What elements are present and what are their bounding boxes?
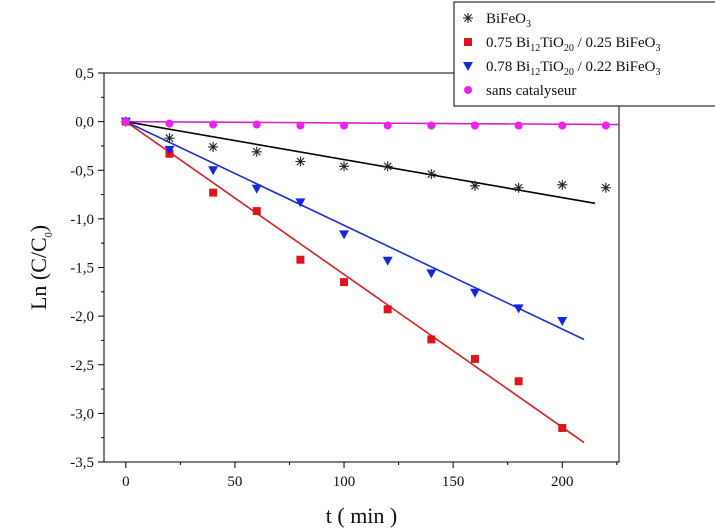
point-bfo (382, 161, 393, 172)
point-bfo (339, 161, 350, 172)
point-bfo (164, 133, 175, 144)
point-b78 (426, 269, 437, 279)
point-bfo (557, 179, 568, 190)
point-b75 (252, 207, 261, 216)
y-tick-label: -1,0 (70, 212, 94, 228)
point-sans (209, 120, 218, 129)
point-b78 (513, 304, 524, 314)
y-tick-label: -3,5 (70, 455, 94, 471)
y-axis-label-main: Ln (C/C (26, 237, 51, 310)
legend-entry-b78: 0.78 Bi12TiO20 / 0.22 BiFeO3 (486, 59, 661, 78)
point-b78 (295, 198, 306, 208)
point-sans (470, 121, 479, 130)
y-tick-label: -1,5 (70, 261, 94, 277)
y-tick-label: -2,5 (70, 358, 94, 374)
legend-entry-sans: sans catalyseur (486, 83, 576, 99)
legend: BiFeO3 0.75 Bi12TiO20 / 0.25 BiFeO3 0.78 B… (453, 1, 715, 107)
x-axis-label: t ( min ) (326, 503, 398, 528)
point-bfo (600, 182, 611, 193)
fit-line-bfo (125, 120, 596, 205)
legend-marker-b75 (464, 38, 472, 46)
point-sans (383, 121, 392, 130)
point-b75 (383, 305, 392, 314)
y-tick-label: -0,5 (70, 163, 94, 179)
point-sans (340, 121, 349, 130)
point-sans (514, 121, 523, 130)
legend-marker-b78 (463, 62, 473, 71)
point-sans (165, 119, 174, 128)
fit-line-b78 (125, 120, 585, 341)
x-axis: 0 50 100 150 200 (122, 462, 618, 490)
x-tick-label: 200 (551, 474, 574, 490)
fit-lines (125, 120, 620, 444)
fit-line-b75 (125, 120, 585, 444)
y-axis-label-end: ) (26, 225, 51, 232)
point-b75 (340, 278, 349, 287)
point-b78 (208, 166, 219, 176)
point-bfo (208, 141, 219, 152)
point-sans (296, 121, 305, 130)
point-bfo (295, 156, 306, 167)
legend-entry-bfo: BiFeO3 (486, 11, 531, 30)
point-b78 (251, 184, 262, 194)
y-axis-label: Ln (C/C0) (26, 225, 55, 310)
point-bfo (251, 146, 262, 157)
y-tick-label: 0,5 (75, 66, 94, 82)
point-b75 (470, 354, 479, 363)
point-b78 (164, 145, 175, 155)
point-b78 (469, 288, 480, 298)
y-tick-label: -3,0 (70, 406, 94, 422)
legend-marker-bfo (463, 13, 473, 23)
legend-entry-b75: 0.75 Bi12TiO20 / 0.25 BiFeO3 (486, 35, 661, 54)
legend-box (453, 1, 715, 107)
y-tick-label: -2,0 (70, 309, 94, 325)
point-b75 (296, 255, 305, 264)
fit-line-sans (125, 120, 620, 126)
point-sans (121, 117, 130, 126)
point-b78 (382, 256, 393, 266)
point-bfo (513, 182, 524, 193)
point-sans (558, 121, 567, 130)
point-sans (601, 121, 610, 130)
point-b75 (209, 188, 218, 197)
point-b78 (339, 230, 350, 240)
point-b75 (558, 423, 567, 432)
point-b78 (557, 316, 568, 326)
y-axis: 0,5 0,0 -0,5 -1,0 -1,5 -2,0 -2,5 -3,0 -3,5 (70, 66, 104, 471)
point-b75 (427, 335, 436, 344)
point-bfo (469, 180, 480, 191)
x-tick-label: 100 (333, 474, 356, 490)
point-bfo (426, 169, 437, 180)
point-sans (252, 120, 261, 129)
point-b75 (514, 377, 523, 386)
legend-marker-sans (464, 86, 472, 94)
data-points (120, 116, 611, 432)
x-tick-label: 0 (122, 474, 130, 490)
x-tick-label: 50 (227, 474, 242, 490)
y-tick-label: 0,0 (75, 115, 94, 131)
x-tick-label: 150 (442, 474, 465, 490)
y-axis-label-sub: 0 (44, 232, 55, 237)
point-sans (427, 121, 436, 130)
